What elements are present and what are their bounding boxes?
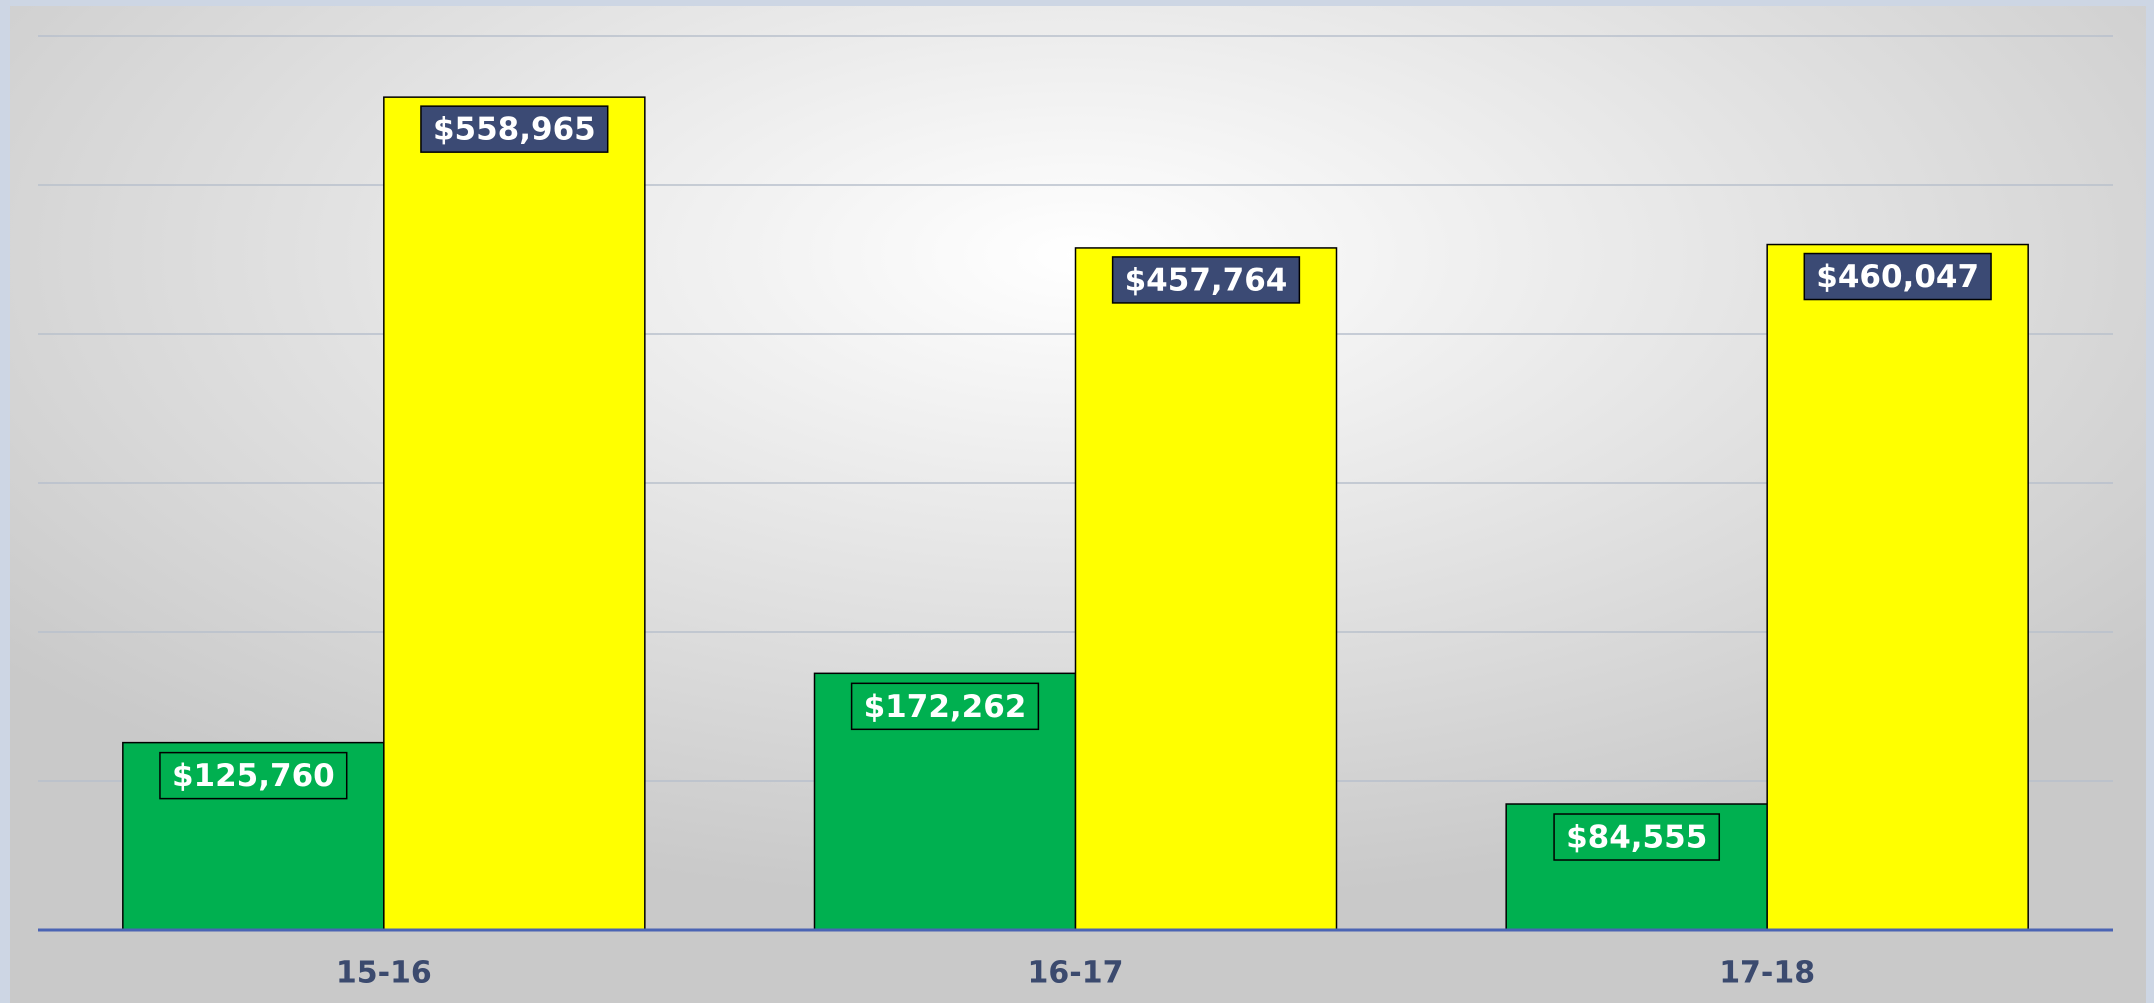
data-label-box bbox=[1111, 256, 1301, 304]
data-label-box bbox=[159, 751, 348, 800]
x-tick-label: 16-17 bbox=[1028, 956, 1124, 991]
data-label: $457,764 bbox=[1125, 262, 1288, 298]
data-label: $84,555 bbox=[1566, 820, 1707, 856]
data-label: $558,965 bbox=[433, 112, 596, 148]
x-tick-label: 15-16 bbox=[336, 956, 432, 991]
data-label: $460,047 bbox=[1816, 259, 1979, 295]
data-label: $125,760 bbox=[172, 758, 335, 794]
x-tick-label: 17-18 bbox=[1719, 956, 1815, 991]
bar bbox=[383, 96, 646, 931]
data-label-box bbox=[1803, 252, 1992, 301]
data-label: $172,262 bbox=[864, 689, 1027, 725]
data-label-box bbox=[1553, 813, 1721, 861]
data-label-box bbox=[420, 105, 609, 153]
bar bbox=[1074, 247, 1338, 931]
bar bbox=[1766, 243, 2029, 931]
data-label-box bbox=[850, 682, 1040, 731]
